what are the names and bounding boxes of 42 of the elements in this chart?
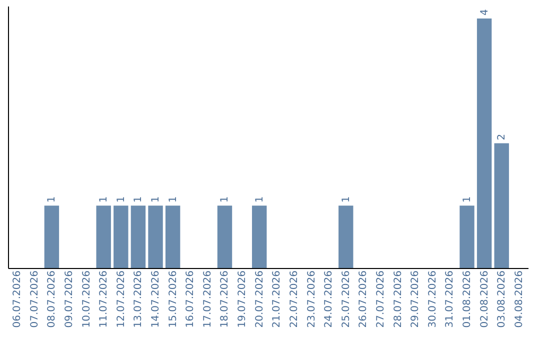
x-tick-label: 01.08.2026 <box>462 270 473 328</box>
x-tick-label: 29.07.2026 <box>410 270 422 328</box>
x-tick-label: 02.08.2026 <box>479 270 490 328</box>
data-label: 1 <box>116 196 127 203</box>
x-tick-label: 19.07.2026 <box>237 270 248 328</box>
data-label: 1 <box>462 196 473 203</box>
data-label: 2 <box>496 134 508 140</box>
x-tick-label: 23.07.2026 <box>306 270 318 328</box>
x-tick-label: 17.07.2026 <box>202 270 214 328</box>
data-label: 1 <box>254 196 266 203</box>
x-tick-label: 11.07.2026 <box>98 270 110 328</box>
x-tick-label: 14.07.2026 <box>150 270 162 328</box>
x-tick-label: 06.07.2026 <box>12 270 24 328</box>
x-tick-label: 10.07.2026 <box>81 270 92 328</box>
x-tick-label: 28.07.2026 <box>392 270 404 328</box>
x-tick-label: 04.08.2026 <box>514 270 525 328</box>
x-tick-label: 31.07.2026 <box>444 270 456 328</box>
data-label: 1 <box>168 196 179 203</box>
x-tick-label: 16.07.2026 <box>185 270 196 328</box>
x-tick-label: 30.07.2026 <box>427 270 438 328</box>
x-tick-label: 08.07.2026 <box>46 270 58 328</box>
data-label: 1 <box>98 196 110 203</box>
data-label: 1 <box>46 196 58 203</box>
data-label: 1 <box>220 196 231 203</box>
x-tick-label: 20.07.2026 <box>254 270 266 328</box>
x-tick-label: 25.07.2026 <box>340 270 352 328</box>
x-tick-label: 26.07.2026 <box>358 270 370 328</box>
x-tick-label: 03.08.2026 <box>496 270 508 328</box>
x-tick-label: 12.07.2026 <box>116 270 127 328</box>
x-tick-label: 18.07.2026 <box>220 270 231 328</box>
data-label: 1 <box>150 196 162 203</box>
data-label: 1 <box>340 196 352 203</box>
x-tick-label: 07.07.2026 <box>29 270 40 328</box>
x-tick-label: 13.07.2026 <box>133 270 144 328</box>
x-tick-label: 27.07.2026 <box>375 270 386 328</box>
x-tick-label: 09.07.2026 <box>64 270 75 328</box>
data-label: 1 <box>133 196 144 203</box>
data-label: 4 <box>479 9 490 16</box>
x-tick-label: 22.07.2026 <box>288 270 300 328</box>
x-tick-label: 15.07.2026 <box>168 270 179 328</box>
x-tick-label: 24.07.2026 <box>324 270 335 328</box>
x-tick-label: 21.07.2026 <box>272 270 283 328</box>
